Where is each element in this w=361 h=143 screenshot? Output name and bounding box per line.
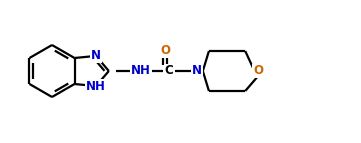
Text: N: N	[192, 64, 202, 78]
Text: NH: NH	[86, 80, 106, 93]
Text: C: C	[165, 64, 173, 78]
Text: O: O	[253, 64, 264, 78]
Text: N: N	[91, 49, 101, 62]
Text: NH: NH	[131, 64, 151, 78]
Text: O: O	[160, 44, 170, 57]
